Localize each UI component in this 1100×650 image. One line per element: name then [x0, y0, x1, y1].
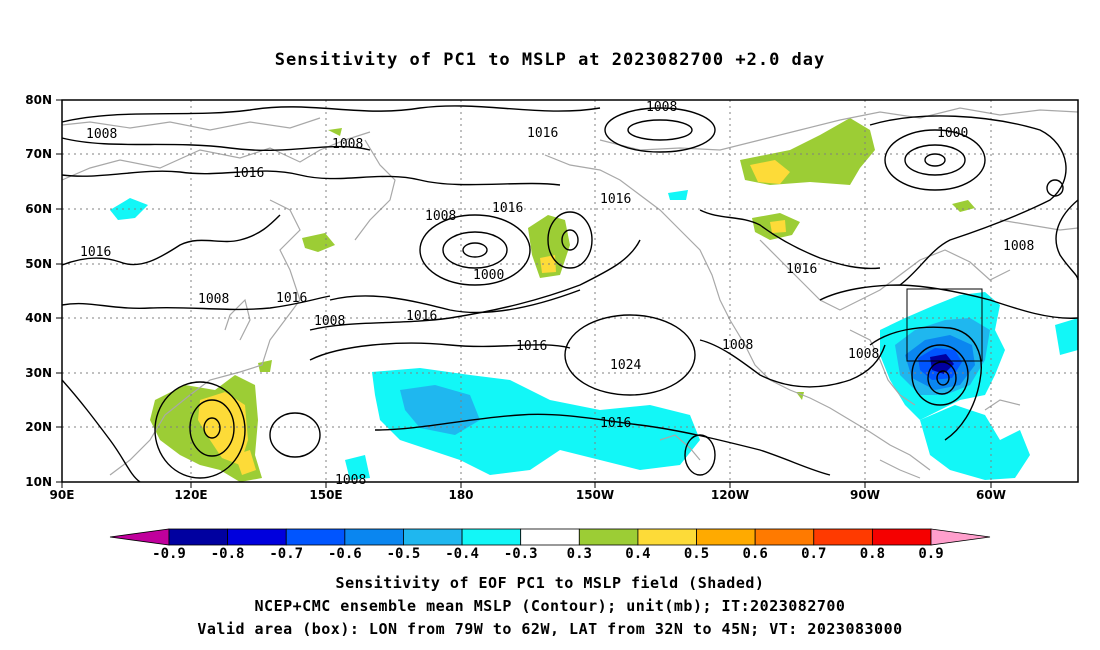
- colorbar-label: -0.4: [445, 546, 479, 562]
- colorbar-swatch: [285, 528, 346, 546]
- colorbar-label: 0.4: [625, 546, 650, 562]
- tick-marks: [56, 99, 992, 488]
- colorbar-swatch: [813, 528, 873, 546]
- contour-label: 1008: [646, 100, 677, 115]
- caption-shading: Sensitivity of EOF PC1 to MSLP field (Sh…: [335, 574, 765, 592]
- colorbar-swatch: [168, 528, 229, 546]
- lat-label: 50N: [25, 257, 52, 271]
- positive-patch-canada-yellow: [750, 160, 790, 184]
- contour-label: 1008: [198, 292, 229, 307]
- lon-label: 120E: [174, 488, 207, 502]
- lat-label: 20N: [25, 420, 52, 434]
- positive-patch-greenland: [952, 200, 975, 212]
- colorbar-label: -0.6: [328, 546, 362, 562]
- lat-label: 70N: [25, 147, 52, 161]
- contour-label: 1008: [335, 473, 366, 488]
- lon-label: 60W: [976, 488, 1006, 502]
- lat-label: 80N: [25, 93, 52, 107]
- contour-label: 1008: [314, 314, 345, 329]
- contour-label: 1016: [600, 416, 631, 431]
- positive-patch-wpac-yellow-2: [235, 450, 256, 475]
- lat-label: 10N: [25, 475, 52, 489]
- lon-label: 150E: [309, 488, 342, 502]
- colorbar-label: 0.9: [918, 546, 943, 562]
- negative-patch-gulf-alaska: [668, 190, 688, 200]
- contour-label: 1016: [406, 309, 437, 324]
- negative-patch-pacific-inner: [400, 385, 480, 435]
- contour-label: 1016: [276, 291, 307, 306]
- colorbar-right-arrow: [930, 528, 991, 546]
- lon-label: 90E: [50, 488, 75, 502]
- colorbar-label: -0.5: [387, 546, 421, 562]
- colorbar: -0.9 -0.8 -0.7 -0.6 -0.5 -0.4 -0.3 0.3 0.4 0.5 0.6…: [109, 528, 991, 562]
- caption-valid-area: Valid area (box): LON from 79W to 62W, L…: [197, 620, 903, 638]
- contour-label-layer: 1008 1008 1016 1008 1016 1000 1008 1016 …: [80, 100, 1034, 488]
- colorbar-label: -0.8: [211, 546, 245, 562]
- colorbar-swatch: [754, 528, 815, 546]
- negative-patch-east-atlantic: [1055, 318, 1078, 355]
- contour-label: 1016: [786, 262, 817, 277]
- colorbar-swatch: [344, 528, 404, 546]
- contour-label: 1008: [425, 209, 456, 224]
- lon-label: 90W: [850, 488, 880, 502]
- contour-label: 1016: [527, 126, 558, 141]
- contour-label: 1024: [610, 358, 641, 373]
- contour-label: 1016: [233, 166, 264, 181]
- longitude-labels: 90E 120E 150E 180 150W 120W 90W 60W: [50, 488, 1006, 502]
- colorbar-swatch: [403, 528, 463, 546]
- positive-patch-ocean-small: [258, 360, 272, 372]
- positive-patch-hudson-yellow: [770, 220, 786, 233]
- map-frame: [61, 99, 1079, 483]
- colorbar-label: 0.8: [860, 546, 885, 562]
- lat-label: 60N: [25, 202, 52, 216]
- contour-label: 1008: [1003, 239, 1034, 254]
- colorbar-label: -0.7: [269, 546, 303, 562]
- colorbar-label: 0.6: [743, 546, 768, 562]
- positive-patch-wpac-yellow: [198, 392, 248, 465]
- colorbar-left-arrow: [109, 528, 170, 546]
- contour-label: 1000: [473, 268, 504, 283]
- contour-label: 1008: [332, 137, 363, 152]
- lon-label: 180: [448, 488, 473, 502]
- colorbar-label: 0.5: [684, 546, 709, 562]
- map-title: Sensitivity of PC1 to MSLP at 2023082700…: [274, 50, 826, 70]
- colorbar-label: 0.3: [567, 546, 592, 562]
- contour-label: 1016: [80, 245, 111, 260]
- positive-patch-arctic: [328, 128, 342, 136]
- coastlines: [61, 107, 1079, 479]
- contour-label: 1008: [848, 347, 879, 362]
- negative-patch-atlantic-center: [930, 354, 954, 374]
- colorbar-swatch: [461, 528, 522, 546]
- colorbar-swatch: [696, 528, 756, 546]
- contour-label: 1008: [722, 338, 753, 353]
- colorbar-label: -0.9: [152, 546, 186, 562]
- mslp-contours: [61, 105, 1079, 483]
- colorbar-swatch: [520, 528, 580, 546]
- positive-patch-atlantic-small: [796, 392, 804, 400]
- colorbar-label: -0.3: [504, 546, 538, 562]
- lat-label: 40N: [25, 311, 52, 325]
- contour-label: 1016: [600, 192, 631, 207]
- positive-patch-siberia: [302, 233, 335, 252]
- valid-area-box: [906, 288, 983, 362]
- contour-label: 1016: [516, 339, 547, 354]
- latitude-labels: 80N 70N 60N 50N 40N 30N 20N 10N: [25, 93, 52, 489]
- negative-patch-caribbean: [920, 405, 1030, 480]
- lon-label: 120W: [711, 488, 749, 502]
- colorbar-swatch: [578, 528, 639, 546]
- contour-label: 1016: [492, 201, 523, 216]
- colorbar-swatch: [227, 528, 287, 546]
- lat-label: 30N: [25, 366, 52, 380]
- lon-label: 150W: [576, 488, 614, 502]
- negative-patch-pacific-south: [345, 455, 370, 480]
- colorbar-label: 0.7: [801, 546, 826, 562]
- colorbar-swatch: [637, 528, 697, 546]
- contour-label: 1000: [937, 126, 968, 141]
- colorbar-swatch: [871, 528, 932, 546]
- contour-label: 1008: [86, 127, 117, 142]
- caption-contour: NCEP+CMC ensemble mean MSLP (Contour); u…: [254, 597, 846, 615]
